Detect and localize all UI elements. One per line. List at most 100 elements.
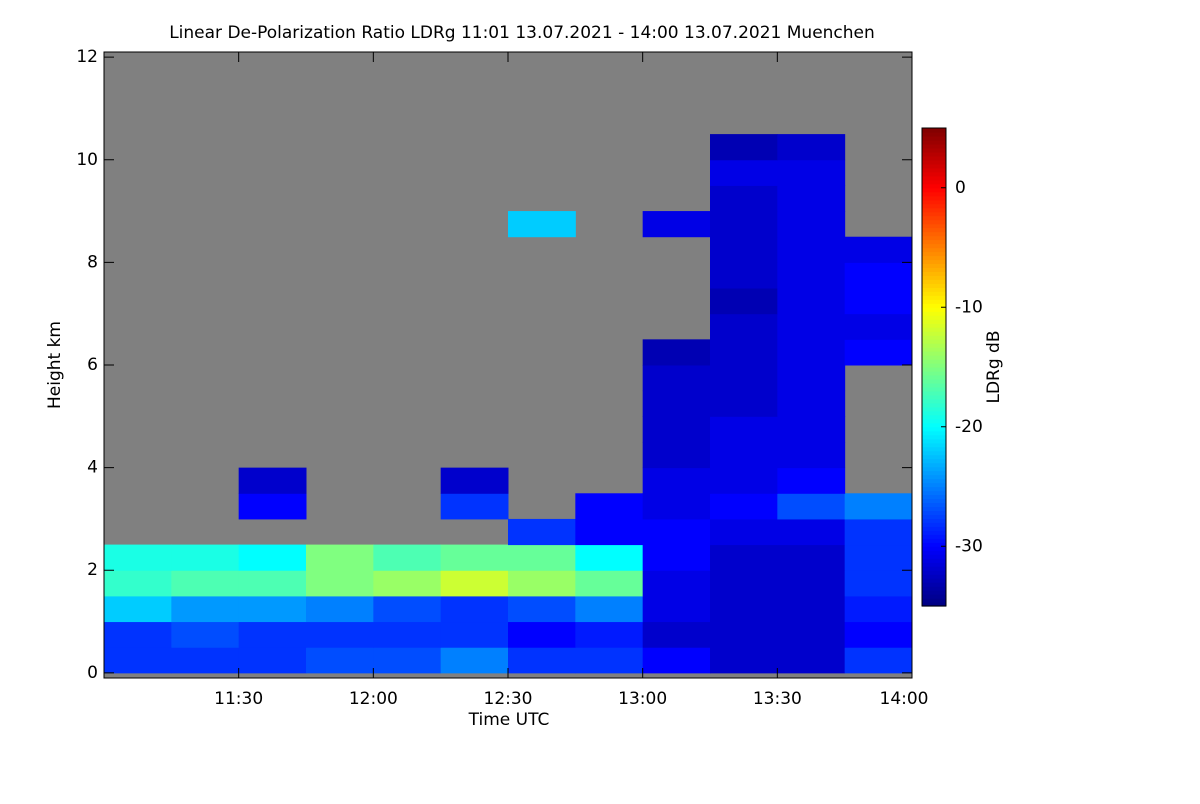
colorbar-strip: [922, 259, 946, 265]
colorbar-strip: [922, 498, 946, 504]
colorbar-strip: [922, 574, 946, 579]
colorbar-strip: [922, 279, 946, 284]
colorbar-strip: [922, 347, 946, 352]
colorbar-strip: [922, 398, 946, 404]
heatmap-cell: [306, 621, 374, 648]
heatmap-cell: [710, 211, 778, 238]
colorbar-strip: [922, 586, 946, 591]
heatmap-cell: [575, 493, 644, 520]
heatmap-cell: [710, 313, 778, 340]
colorbar-strip: [922, 382, 946, 388]
colorbar-strip: [922, 394, 946, 400]
colorbar-strip: [922, 151, 946, 157]
heatmap-cell: [575, 570, 644, 597]
colorbar-strip: [922, 438, 946, 444]
heatmap-cell: [508, 595, 576, 623]
colorbar-strip: [922, 135, 946, 141]
colorbar-strip: [922, 494, 946, 500]
colorbar-tick-label: -30: [955, 536, 983, 556]
colorbar-strip: [922, 327, 946, 332]
chart-title: Linear De-Polarization Ratio LDRg 11:01 …: [169, 23, 875, 43]
heatmap-cell: [642, 365, 711, 392]
heatmap-cell: [440, 595, 509, 623]
colorbar-strip: [922, 410, 946, 416]
heatmap-cell: [844, 493, 912, 520]
heatmap-cell: [777, 236, 846, 263]
colorbar-strip: [922, 526, 946, 531]
colorbar-strip: [922, 482, 946, 488]
colorbar-strip: [922, 534, 946, 539]
colorbar-strip: [922, 367, 946, 372]
colorbar-strip: [922, 363, 946, 368]
heatmap-cell: [710, 288, 778, 315]
heatmap-cell: [306, 544, 374, 571]
colorbar-strip: [922, 267, 946, 272]
colorbar-strip: [922, 159, 946, 165]
heatmap-cell: [777, 262, 846, 289]
colorbar-strip: [922, 147, 946, 153]
colorbar-strip: [922, 594, 946, 599]
colorbar-strip: [922, 546, 946, 551]
heatmap-cell: [575, 518, 644, 546]
heatmap-cell: [777, 134, 846, 161]
colorbar-strip: [922, 562, 946, 567]
heatmap-cell: [508, 544, 576, 571]
colorbar-strip: [922, 231, 946, 237]
colorbar-strip: [922, 514, 946, 519]
heatmap-cell: [508, 647, 576, 674]
colorbar-label: LDRg dB: [984, 330, 1004, 403]
heatmap-cell: [777, 288, 846, 315]
heatmap-cell: [777, 185, 846, 212]
y-tick-label: 8: [87, 252, 98, 272]
heatmap-cell: [642, 211, 711, 238]
heatmap-cell: [844, 236, 912, 263]
heatmap-cell: [373, 595, 442, 623]
heatmap-cell: [710, 595, 778, 623]
heatmap-cell: [104, 570, 172, 597]
heatmap-cell: [777, 159, 846, 186]
heatmap-cell: [373, 544, 442, 571]
heatmap-cell: [642, 595, 711, 623]
heatmap-cell: [844, 518, 912, 546]
y-axis-label: Height km: [45, 321, 65, 409]
y-tick-label: 12: [76, 47, 98, 67]
heatmap-cell: [306, 570, 374, 597]
colorbar-strip: [922, 163, 946, 169]
heatmap-cell: [642, 441, 711, 469]
colorbar-strip: [922, 550, 946, 555]
heatmap-cell: [171, 595, 240, 623]
colorbar-strip: [922, 315, 946, 320]
colorbar-strip: [922, 378, 946, 384]
colorbar-strip: [922, 522, 946, 527]
heatmap-cell: [777, 313, 846, 340]
heatmap-cell: [844, 647, 912, 674]
colorbar-strip: [922, 179, 946, 185]
heatmap-cell: [844, 262, 912, 289]
colorbar-strip: [922, 291, 946, 296]
heatmap-cell: [642, 621, 711, 648]
heatmap-cell: [710, 134, 778, 161]
heatmap-cell: [710, 262, 778, 289]
x-tick-label: 13:30: [753, 689, 802, 709]
colorbar-strip: [922, 128, 946, 133]
heatmap-cell: [710, 365, 778, 392]
colorbar-strip: [922, 183, 946, 189]
heatmap-cell: [777, 211, 846, 238]
colorbar-strip: [922, 171, 946, 177]
y-tick-label: 4: [87, 458, 98, 478]
heatmap-cell: [238, 595, 307, 623]
colorbar-strip: [922, 307, 946, 312]
heatmap-cell: [171, 544, 240, 571]
heatmap-cell: [642, 416, 711, 443]
heatmap-cell: [710, 416, 778, 443]
heatmap-cell: [710, 467, 778, 494]
x-tick-label: 13:00: [618, 689, 667, 709]
colorbar-strip: [922, 191, 946, 197]
heatmap-cell: [575, 595, 644, 623]
y-tick-label: 0: [87, 663, 98, 683]
heatmap-cell: [642, 518, 711, 546]
heatmap-cell: [710, 647, 778, 674]
plot-frame: [103, 51, 913, 679]
colorbar-strip: [922, 502, 946, 508]
